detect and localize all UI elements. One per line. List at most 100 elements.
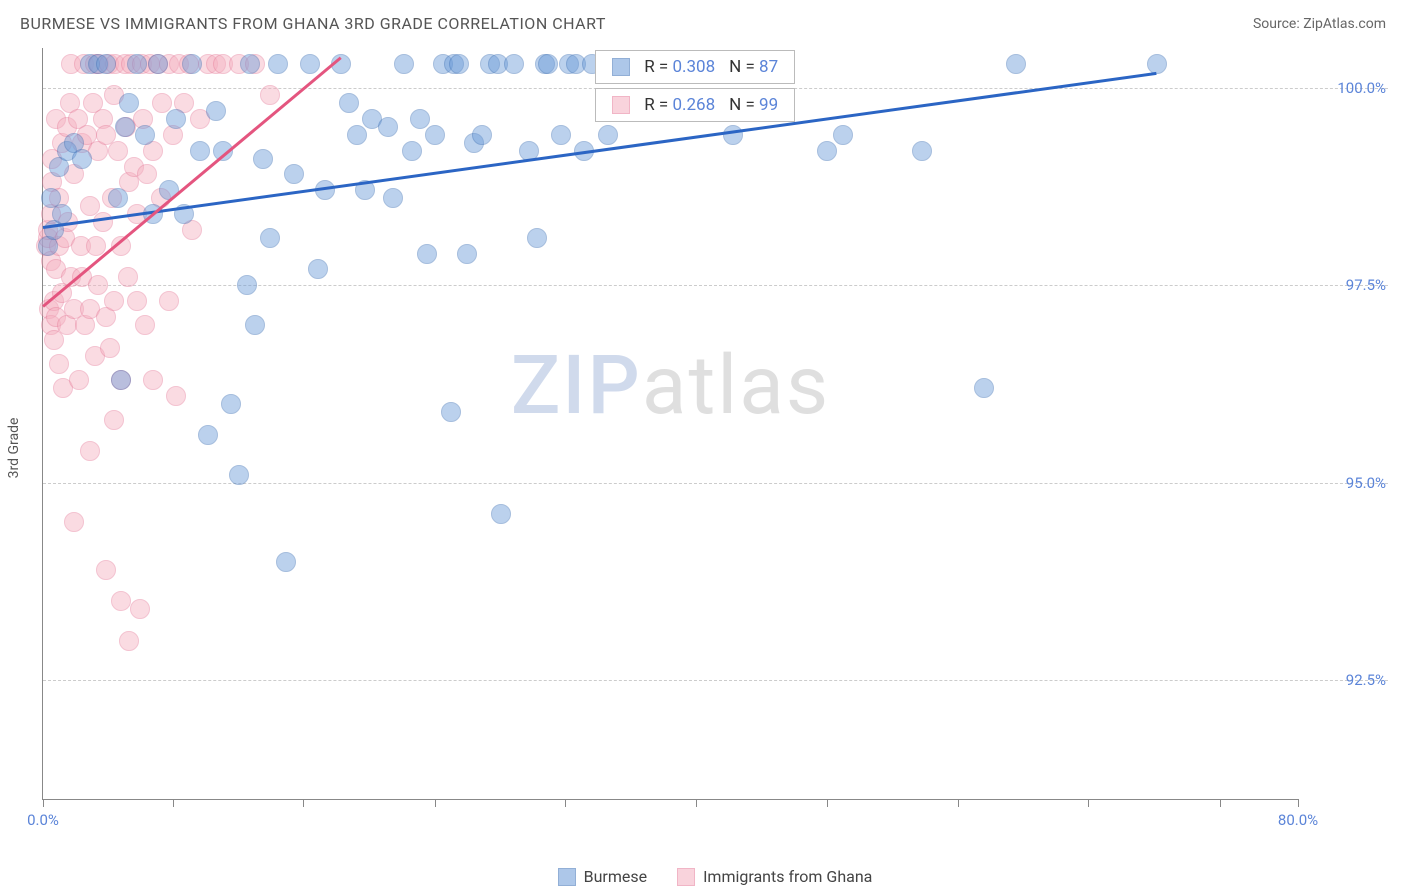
scatter-point	[253, 149, 273, 169]
scatter-point	[833, 125, 853, 145]
scatter-point	[127, 54, 147, 74]
scatter-point	[912, 141, 932, 161]
scatter-point	[72, 149, 92, 169]
scatter-point	[135, 315, 155, 335]
scatter-point	[268, 54, 288, 74]
scatter-point	[817, 141, 837, 161]
stat-n-label: N = 87	[729, 57, 778, 77]
watermark-part1: ZIP	[511, 338, 642, 434]
scatter-point	[166, 386, 186, 406]
scatter-point	[383, 188, 403, 208]
plot-area: ZIPatlas 92.5%95.0%97.5%100.0%0.0%80.0%R…	[42, 48, 1298, 800]
scatter-point	[111, 370, 131, 390]
x-tick-label: 80.0%	[1278, 811, 1318, 829]
y-axis-label: 3rd Grade	[6, 418, 22, 479]
stats-box: R = 0.308 N = 87	[595, 50, 795, 84]
scatter-point	[198, 425, 218, 445]
scatter-point	[551, 125, 571, 145]
stat-n-label: N = 99	[729, 95, 778, 115]
scatter-point	[300, 54, 320, 74]
scatter-point	[64, 512, 84, 532]
x-tick-label: 0.0%	[27, 811, 59, 829]
scatter-point	[276, 552, 296, 572]
scatter-point	[538, 54, 558, 74]
x-tick	[1220, 799, 1221, 807]
scatter-point	[118, 267, 138, 287]
legend-item: Burmese	[558, 867, 647, 886]
scatter-point	[260, 85, 280, 105]
legend-swatch-icon	[677, 868, 695, 886]
chart-container: 3rd Grade ZIPatlas 92.5%95.0%97.5%100.0%…	[42, 48, 1388, 832]
legend-swatch-icon	[612, 96, 630, 114]
scatter-point	[504, 54, 524, 74]
watermark: ZIPatlas	[511, 338, 830, 434]
scatter-point	[449, 54, 469, 74]
scatter-point	[240, 54, 260, 74]
scatter-point	[143, 370, 163, 390]
scatter-point	[402, 141, 422, 161]
scatter-point	[104, 291, 124, 311]
scatter-point	[425, 125, 445, 145]
legend-swatch-icon	[612, 58, 630, 76]
x-tick	[173, 799, 174, 807]
scatter-point	[93, 212, 113, 232]
scatter-point	[527, 228, 547, 248]
scatter-point	[127, 291, 147, 311]
legend-item: Immigrants from Ghana	[677, 867, 872, 886]
y-tick-label: 92.5%	[1306, 671, 1386, 689]
scatter-point	[347, 125, 367, 145]
scatter-point	[1006, 54, 1026, 74]
chart-title: BURMESE VS IMMIGRANTS FROM GHANA 3RD GRA…	[20, 14, 606, 33]
scatter-point	[115, 117, 135, 137]
scatter-point	[237, 275, 257, 295]
scatter-point	[49, 354, 69, 374]
scatter-point	[598, 125, 618, 145]
x-tick	[696, 799, 697, 807]
scatter-point	[135, 125, 155, 145]
legend-label: Burmese	[584, 867, 647, 886]
scatter-point	[417, 244, 437, 264]
y-tick-label: 95.0%	[1306, 474, 1386, 492]
scatter-point	[111, 591, 131, 611]
scatter-point	[441, 402, 461, 422]
gridline-h	[43, 680, 1388, 681]
scatter-point	[166, 109, 186, 129]
scatter-point	[190, 141, 210, 161]
scatter-point	[394, 54, 414, 74]
watermark-part2: atlas	[642, 338, 830, 434]
x-tick	[435, 799, 436, 807]
legend-swatch-icon	[558, 868, 576, 886]
scatter-point	[137, 164, 157, 184]
scatter-point	[159, 291, 179, 311]
scatter-point	[491, 504, 511, 524]
y-tick-label: 100.0%	[1306, 79, 1386, 97]
x-tick	[1298, 799, 1299, 807]
x-tick	[1088, 799, 1089, 807]
scatter-point	[119, 631, 139, 651]
scatter-point	[410, 109, 430, 129]
chart-header: BURMESE VS IMMIGRANTS FROM GHANA 3RD GRA…	[0, 0, 1406, 41]
x-tick	[43, 799, 44, 807]
scatter-point	[457, 244, 477, 264]
scatter-point	[52, 204, 72, 224]
x-tick	[565, 799, 566, 807]
scatter-point	[974, 378, 994, 398]
scatter-point	[308, 259, 328, 279]
chart-source: Source: ZipAtlas.com	[1253, 16, 1386, 32]
scatter-point	[96, 54, 116, 74]
scatter-point	[229, 465, 249, 485]
scatter-point	[104, 410, 124, 430]
scatter-point	[339, 93, 359, 113]
scatter-point	[206, 101, 226, 121]
scatter-point	[148, 54, 168, 74]
scatter-point	[723, 125, 743, 145]
stat-r-label: R = 0.308	[644, 57, 715, 77]
scatter-point	[119, 93, 139, 113]
x-tick	[827, 799, 828, 807]
scatter-point	[1147, 54, 1167, 74]
scatter-point	[182, 54, 202, 74]
x-tick	[303, 799, 304, 807]
scatter-point	[69, 370, 89, 390]
scatter-point	[88, 275, 108, 295]
scatter-point	[130, 599, 150, 619]
